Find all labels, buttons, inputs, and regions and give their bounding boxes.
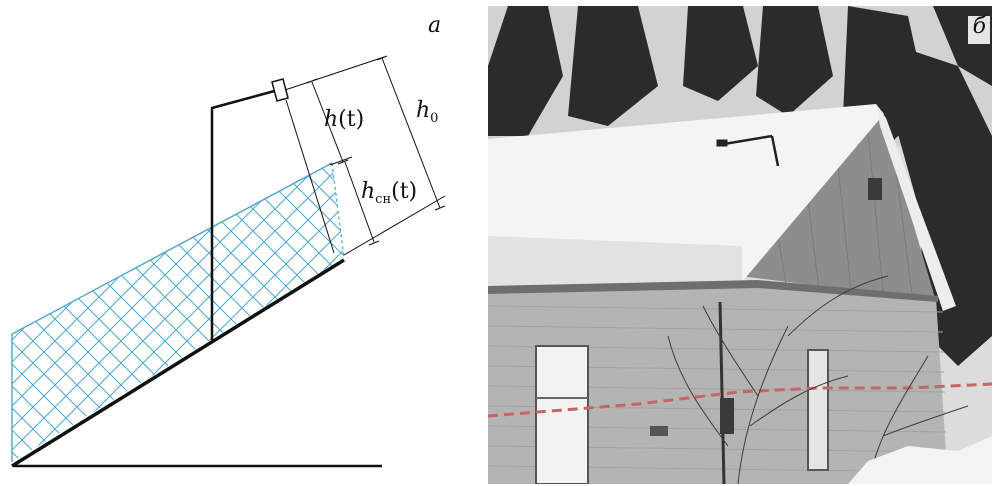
- label-h-t: h(t): [324, 107, 364, 132]
- sensor: [271, 78, 289, 102]
- window-right: [807, 349, 829, 471]
- snow-layer: [11, 162, 345, 462]
- photo-illustration: [488, 6, 992, 484]
- brick-wall: [488, 282, 948, 484]
- window-left: [535, 345, 589, 484]
- roof-sensor: [716, 134, 780, 167]
- measure-line: [285, 99, 335, 254]
- gable-wall: [740, 112, 936, 301]
- label-h-sn-t: hсн(t): [361, 179, 417, 207]
- dimension-h-sn-t: [344, 161, 375, 243]
- roof-slope: [11, 258, 345, 468]
- panel-label-b: б: [972, 14, 986, 39]
- fir-trees: [488, 6, 992, 366]
- bare-branches: [667, 275, 969, 484]
- wall-plaque: [650, 426, 668, 436]
- panel-label-a: a: [428, 13, 441, 38]
- dimension-h-t: [311, 81, 344, 163]
- label-h-0: h0: [416, 98, 438, 126]
- dimension-ticks: [306, 55, 446, 246]
- extension-line-sensor: [284, 56, 385, 91]
- dimension-h-0: [381, 57, 441, 209]
- schematic-svg: a h(t) h0 hсн(t): [11, 13, 446, 468]
- photo-panel: б: [488, 6, 992, 484]
- extension-line-roof: [343, 195, 446, 256]
- gable-vent: [868, 178, 882, 200]
- schematic-diagram: a h(t) h0 hсн(t): [0, 0, 480, 486]
- sensor-mount: [210, 88, 279, 342]
- warning-tape: [488, 382, 992, 418]
- ground-snow: [848, 436, 992, 484]
- extension-line-snow: [329, 156, 353, 166]
